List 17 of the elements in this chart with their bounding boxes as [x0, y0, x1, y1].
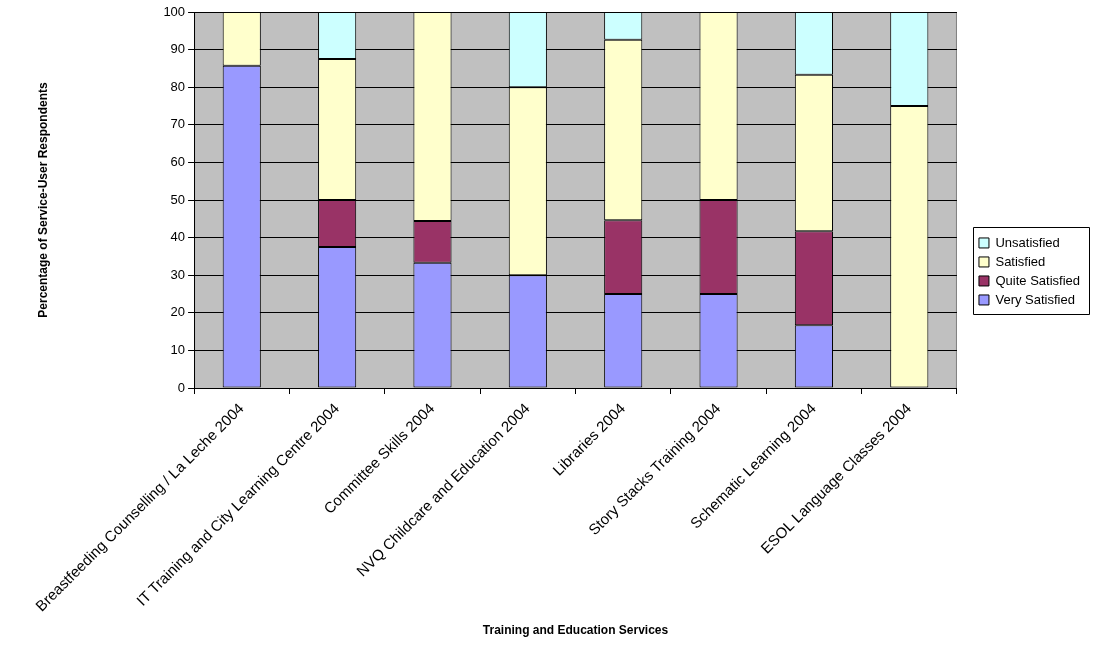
y-axis-title: Percentage of Service-User Respondents	[35, 81, 50, 318]
y-tick-label: 40	[170, 229, 186, 245]
y-tick-label: 50	[170, 191, 186, 207]
y-tick-label: 70	[170, 116, 186, 132]
y-tick-label: 60	[170, 153, 186, 169]
y-tick-label: 0	[177, 379, 186, 395]
x-axis-title: Training and Education Services	[482, 623, 669, 638]
legend-label: Unsatisfied	[995, 234, 1060, 250]
y-tick-label: 30	[170, 266, 186, 282]
legend-label: Satisfied	[995, 253, 1046, 269]
legend-label: Very Satisfied	[995, 291, 1075, 307]
legend-label: Quite Satisfied	[995, 272, 1080, 288]
y-tick-label: 100	[163, 3, 186, 19]
y-tick-label: 80	[170, 78, 186, 94]
y-tick-label: 20	[170, 304, 186, 320]
y-tick-label: 90	[170, 41, 186, 57]
y-tick-label: 10	[170, 342, 186, 357]
